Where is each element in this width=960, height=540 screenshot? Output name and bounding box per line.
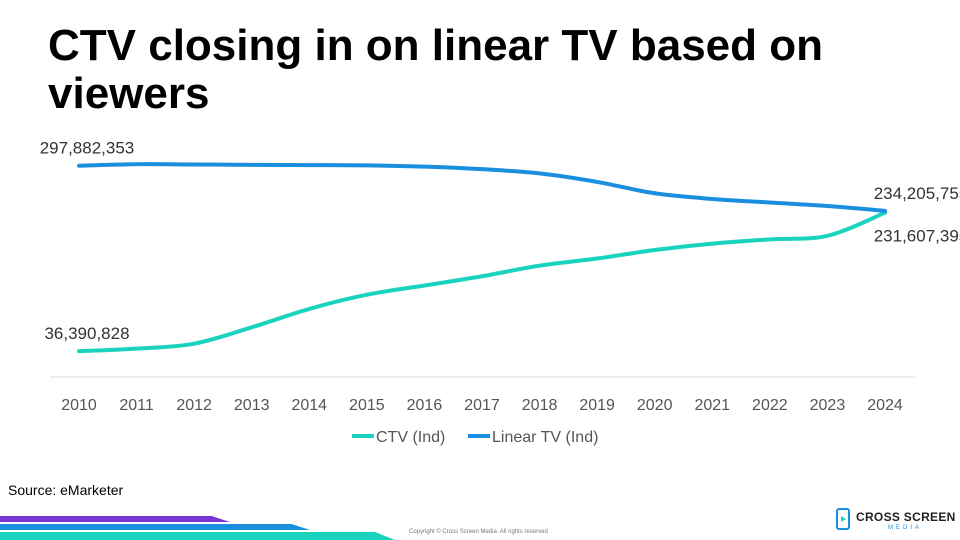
x-tick-label: 2017: [464, 397, 500, 414]
data-label: 36,390,828: [44, 324, 129, 343]
footer-stripe-teal: [0, 532, 395, 540]
x-tick-label: 2022: [752, 397, 788, 414]
series-line-linear-tv: [77, 162, 887, 213]
x-tick-label: 2010: [61, 397, 97, 414]
x-tick-label: 2011: [119, 397, 154, 414]
chart-title: CTV closing in on linear TV based on vie…: [48, 21, 823, 118]
series-line-ctv: [77, 210, 887, 354]
legend-label-ctv: CTV (Ind): [376, 429, 445, 446]
series-layer: [77, 162, 887, 354]
x-tick-label: 2019: [579, 397, 615, 414]
x-tick-label: 2012: [176, 397, 212, 414]
x-tick-label: 2016: [407, 397, 443, 414]
x-tick-label: 2024: [867, 397, 903, 414]
footer-stripe-purple: [0, 516, 230, 522]
x-tick-label: 2013: [234, 397, 270, 414]
line-chart: 2010 2011 2012 2013 2014 2015 2016 2017 2018 2019…: [40, 139, 960, 446]
x-tick-label: 2014: [291, 397, 327, 414]
footer-stripe-blue: [0, 524, 310, 530]
data-label: 231,607,395: [874, 227, 960, 246]
legend: CTV (Ind) Linear TV (Ind): [352, 429, 598, 446]
data-label: 234,205,755: [874, 184, 960, 203]
x-tick-labels: 2010 2011 2012 2013 2014 2015 2016 2017 2018 2019…: [61, 397, 903, 414]
logo-name: CROSS SCREEN: [856, 510, 956, 524]
data-labels: 36,390,828 231,607,395 297,882,353 234,205,…: [40, 139, 960, 343]
data-label: 297,882,353: [40, 139, 135, 158]
logo-sub: MEDIA: [888, 525, 923, 531]
x-tick-label: 2020: [637, 397, 673, 414]
copyright-note: Copyright © Cross Screen Media. All righ…: [409, 529, 548, 535]
x-tick-label: 2018: [522, 397, 558, 414]
source-note: Source: eMarketer: [8, 482, 124, 498]
x-tick-label: 2015: [349, 397, 385, 414]
cross-screen-media-logo: CROSS SCREEN MEDIA: [836, 506, 956, 536]
legend-label-linear-tv: Linear TV (Ind): [492, 429, 598, 446]
x-tick-label: 2021: [694, 397, 730, 414]
x-tick-label: 2023: [810, 397, 846, 414]
phone-play-icon: [836, 508, 850, 530]
